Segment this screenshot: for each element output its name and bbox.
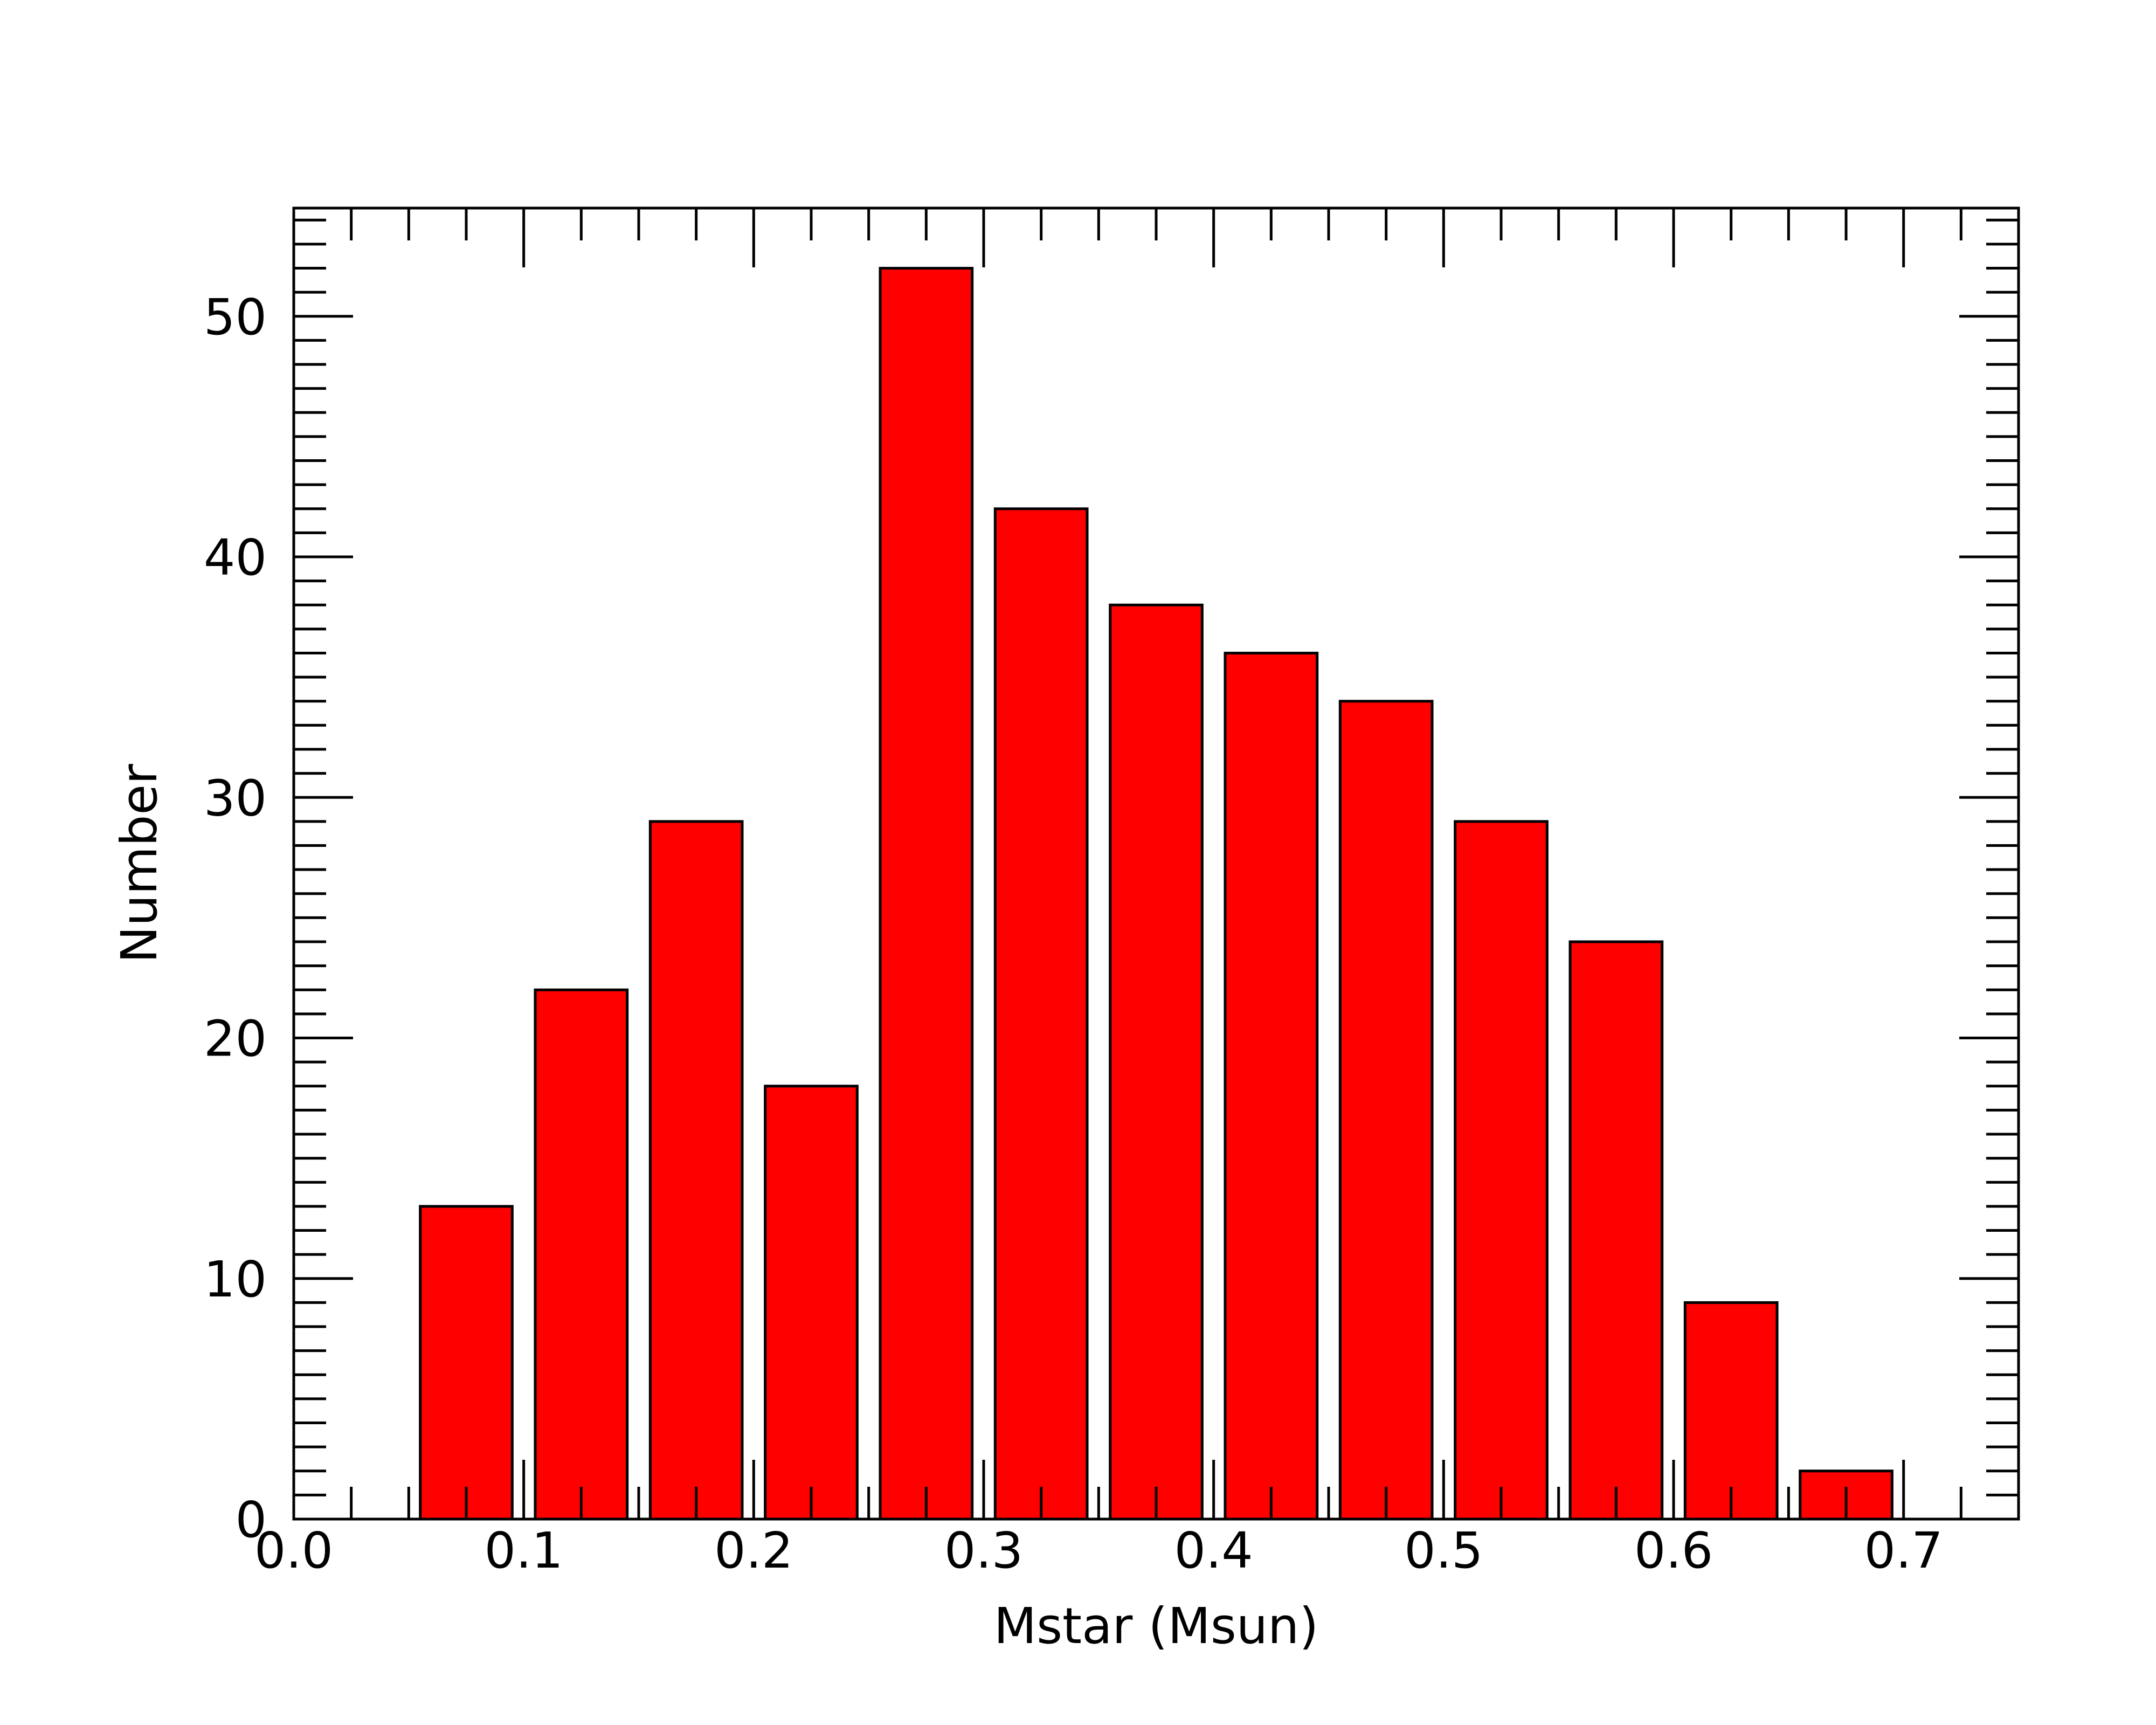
bar-7	[1224, 652, 1319, 1521]
x-tick-label: 0.3	[944, 1522, 1023, 1579]
x-tick-label: 0.4	[1174, 1522, 1253, 1579]
x-tick-label: 0.6	[1634, 1522, 1713, 1579]
tick-labels: 0.0 0.1 0.2 0.3 0.4 0.5 0.6 0.7 0 10 20 30 40 50	[204, 288, 1943, 1579]
y-tick-label: 20	[204, 1010, 267, 1068]
y-tick-label: 50	[204, 288, 267, 346]
bar-6	[1109, 603, 1204, 1521]
y-tick-label: 30	[204, 769, 267, 827]
bar-2	[648, 820, 744, 1521]
x-tick-label: 0.7	[1864, 1522, 1943, 1579]
x-tick-label: 0.5	[1404, 1522, 1483, 1579]
bar-5	[993, 507, 1089, 1521]
bar-8	[1338, 700, 1434, 1521]
bar-10	[1568, 940, 1664, 1521]
bar-9	[1454, 820, 1549, 1521]
x-tick-label: 0.2	[714, 1522, 793, 1579]
y-axis-title: Number	[110, 764, 168, 963]
bar-1	[534, 988, 629, 1521]
bar-3	[764, 1085, 859, 1521]
x-tick-label: 0.0	[254, 1522, 333, 1579]
x-axis-title: Mstar (Msun)	[994, 1597, 1319, 1655]
x-tick-label: 0.1	[485, 1522, 563, 1579]
bar-4	[879, 267, 974, 1521]
bars-group	[419, 267, 1894, 1521]
y-tick-label: 40	[204, 529, 267, 586]
plot-frame	[292, 206, 2020, 1521]
y-tick-label: 0	[235, 1491, 267, 1549]
bar-0	[419, 1205, 514, 1521]
bar-11	[1683, 1301, 1779, 1521]
y-tick-label: 10	[204, 1251, 267, 1308]
